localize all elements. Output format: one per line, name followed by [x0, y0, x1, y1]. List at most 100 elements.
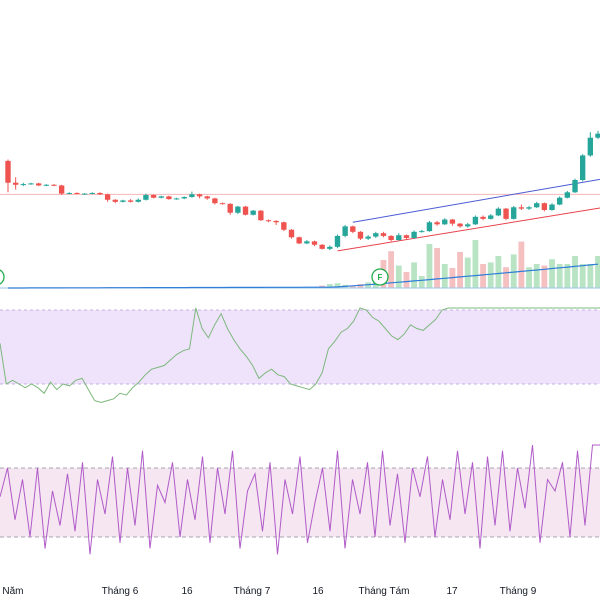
candle: [419, 231, 425, 233]
candle: [495, 208, 502, 216]
oscillator-panel-2: [0, 444, 600, 555]
volume-bar: [334, 283, 341, 288]
candle: [357, 231, 364, 239]
signal-marker: [371, 268, 389, 286]
candle: [235, 206, 241, 213]
candle: [557, 197, 563, 205]
x-tick-label: Tháng Tám: [359, 586, 410, 597]
x-tick-label: Tháng 9: [500, 586, 537, 597]
candle: [288, 229, 295, 238]
candle: [250, 210, 256, 215]
candle: [595, 133, 600, 138]
candle: [350, 226, 356, 232]
candle: [12, 182, 19, 185]
candle: [212, 198, 218, 204]
volume-bar: [495, 256, 502, 288]
candle: [541, 203, 548, 210]
candle: [549, 204, 555, 210]
volume-bar: [472, 240, 479, 288]
candle: [127, 200, 134, 202]
candle: [319, 244, 325, 249]
candle: [43, 184, 49, 186]
candle: [572, 180, 578, 193]
candle: [518, 207, 525, 209]
volume-bar: [457, 252, 463, 288]
x-tick-label: 16: [181, 586, 193, 597]
candle: [273, 220, 279, 223]
moving-average-line: [8, 263, 599, 289]
candle: [97, 192, 103, 195]
volume-bar: [372, 281, 379, 288]
candle: [457, 223, 463, 227]
candle: [526, 207, 532, 209]
volume-bar: [418, 276, 425, 288]
volume-bar: [564, 264, 571, 288]
candle: [334, 235, 341, 247]
volume-bar: [395, 265, 402, 288]
candle: [472, 216, 479, 225]
candle: [104, 194, 111, 200]
candle: [534, 203, 540, 208]
signal-marker-label: F: [378, 273, 383, 282]
candle: [396, 235, 402, 240]
candle: [166, 196, 172, 200]
oscillator-line-2: [0, 444, 600, 555]
x-tick-label: Tháng 7: [234, 586, 271, 597]
candle: [296, 237, 302, 244]
candle: [342, 226, 348, 236]
volume-bar: [464, 257, 471, 288]
candle: [150, 195, 157, 198]
volume-bar: [533, 264, 540, 288]
candle: [449, 219, 456, 224]
volume-bar: [480, 264, 486, 288]
candle: [227, 203, 233, 213]
upper-trendline: [352, 178, 600, 223]
candle: [258, 210, 264, 221]
volume-bar: [411, 262, 418, 288]
candle: [158, 196, 164, 198]
volume-bar: [595, 256, 600, 288]
candle: [135, 199, 141, 202]
volume-bar: [541, 265, 548, 288]
volume-bar: [349, 285, 356, 288]
candle: [265, 220, 272, 222]
volume-bar: [510, 254, 517, 288]
candle: [311, 241, 318, 245]
volume-bar: [556, 264, 563, 288]
x-tick-label: Tháng 6: [102, 586, 139, 597]
candle: [373, 233, 379, 237]
volume-bar: [403, 272, 410, 288]
candle: [173, 198, 180, 200]
price-panel: FF: [0, 130, 600, 289]
candle: [120, 200, 126, 202]
volume-bar: [326, 284, 333, 288]
candle: [196, 194, 203, 197]
volume-bar: [526, 267, 532, 288]
candle: [35, 183, 42, 186]
candle: [503, 208, 509, 219]
candle: [465, 224, 471, 227]
candle: [143, 195, 149, 200]
volume-bar: [487, 262, 494, 288]
volume-bar: [587, 264, 594, 288]
volume-bar: [357, 284, 364, 288]
volume-bar: [503, 267, 509, 288]
candle: [434, 222, 440, 225]
candle: [426, 222, 433, 232]
candle: [442, 219, 448, 225]
candle: [587, 137, 594, 156]
candle: [327, 246, 333, 249]
candle: [488, 215, 494, 219]
candle: [181, 197, 187, 199]
x-axis: ng Năm Tháng 6 16 Tháng 7 16 Tháng Tám 17 Tháng…: [0, 586, 537, 597]
candle: [20, 184, 27, 186]
x-tick-label: ng Năm: [0, 586, 24, 597]
candle: [511, 207, 517, 219]
candle: [281, 222, 287, 230]
volume-bar: [441, 264, 448, 288]
volume-bar: [579, 264, 586, 288]
candle: [58, 185, 65, 194]
candle: [219, 203, 226, 205]
candle: [380, 233, 387, 236]
x-tick-label: 17: [446, 586, 458, 597]
